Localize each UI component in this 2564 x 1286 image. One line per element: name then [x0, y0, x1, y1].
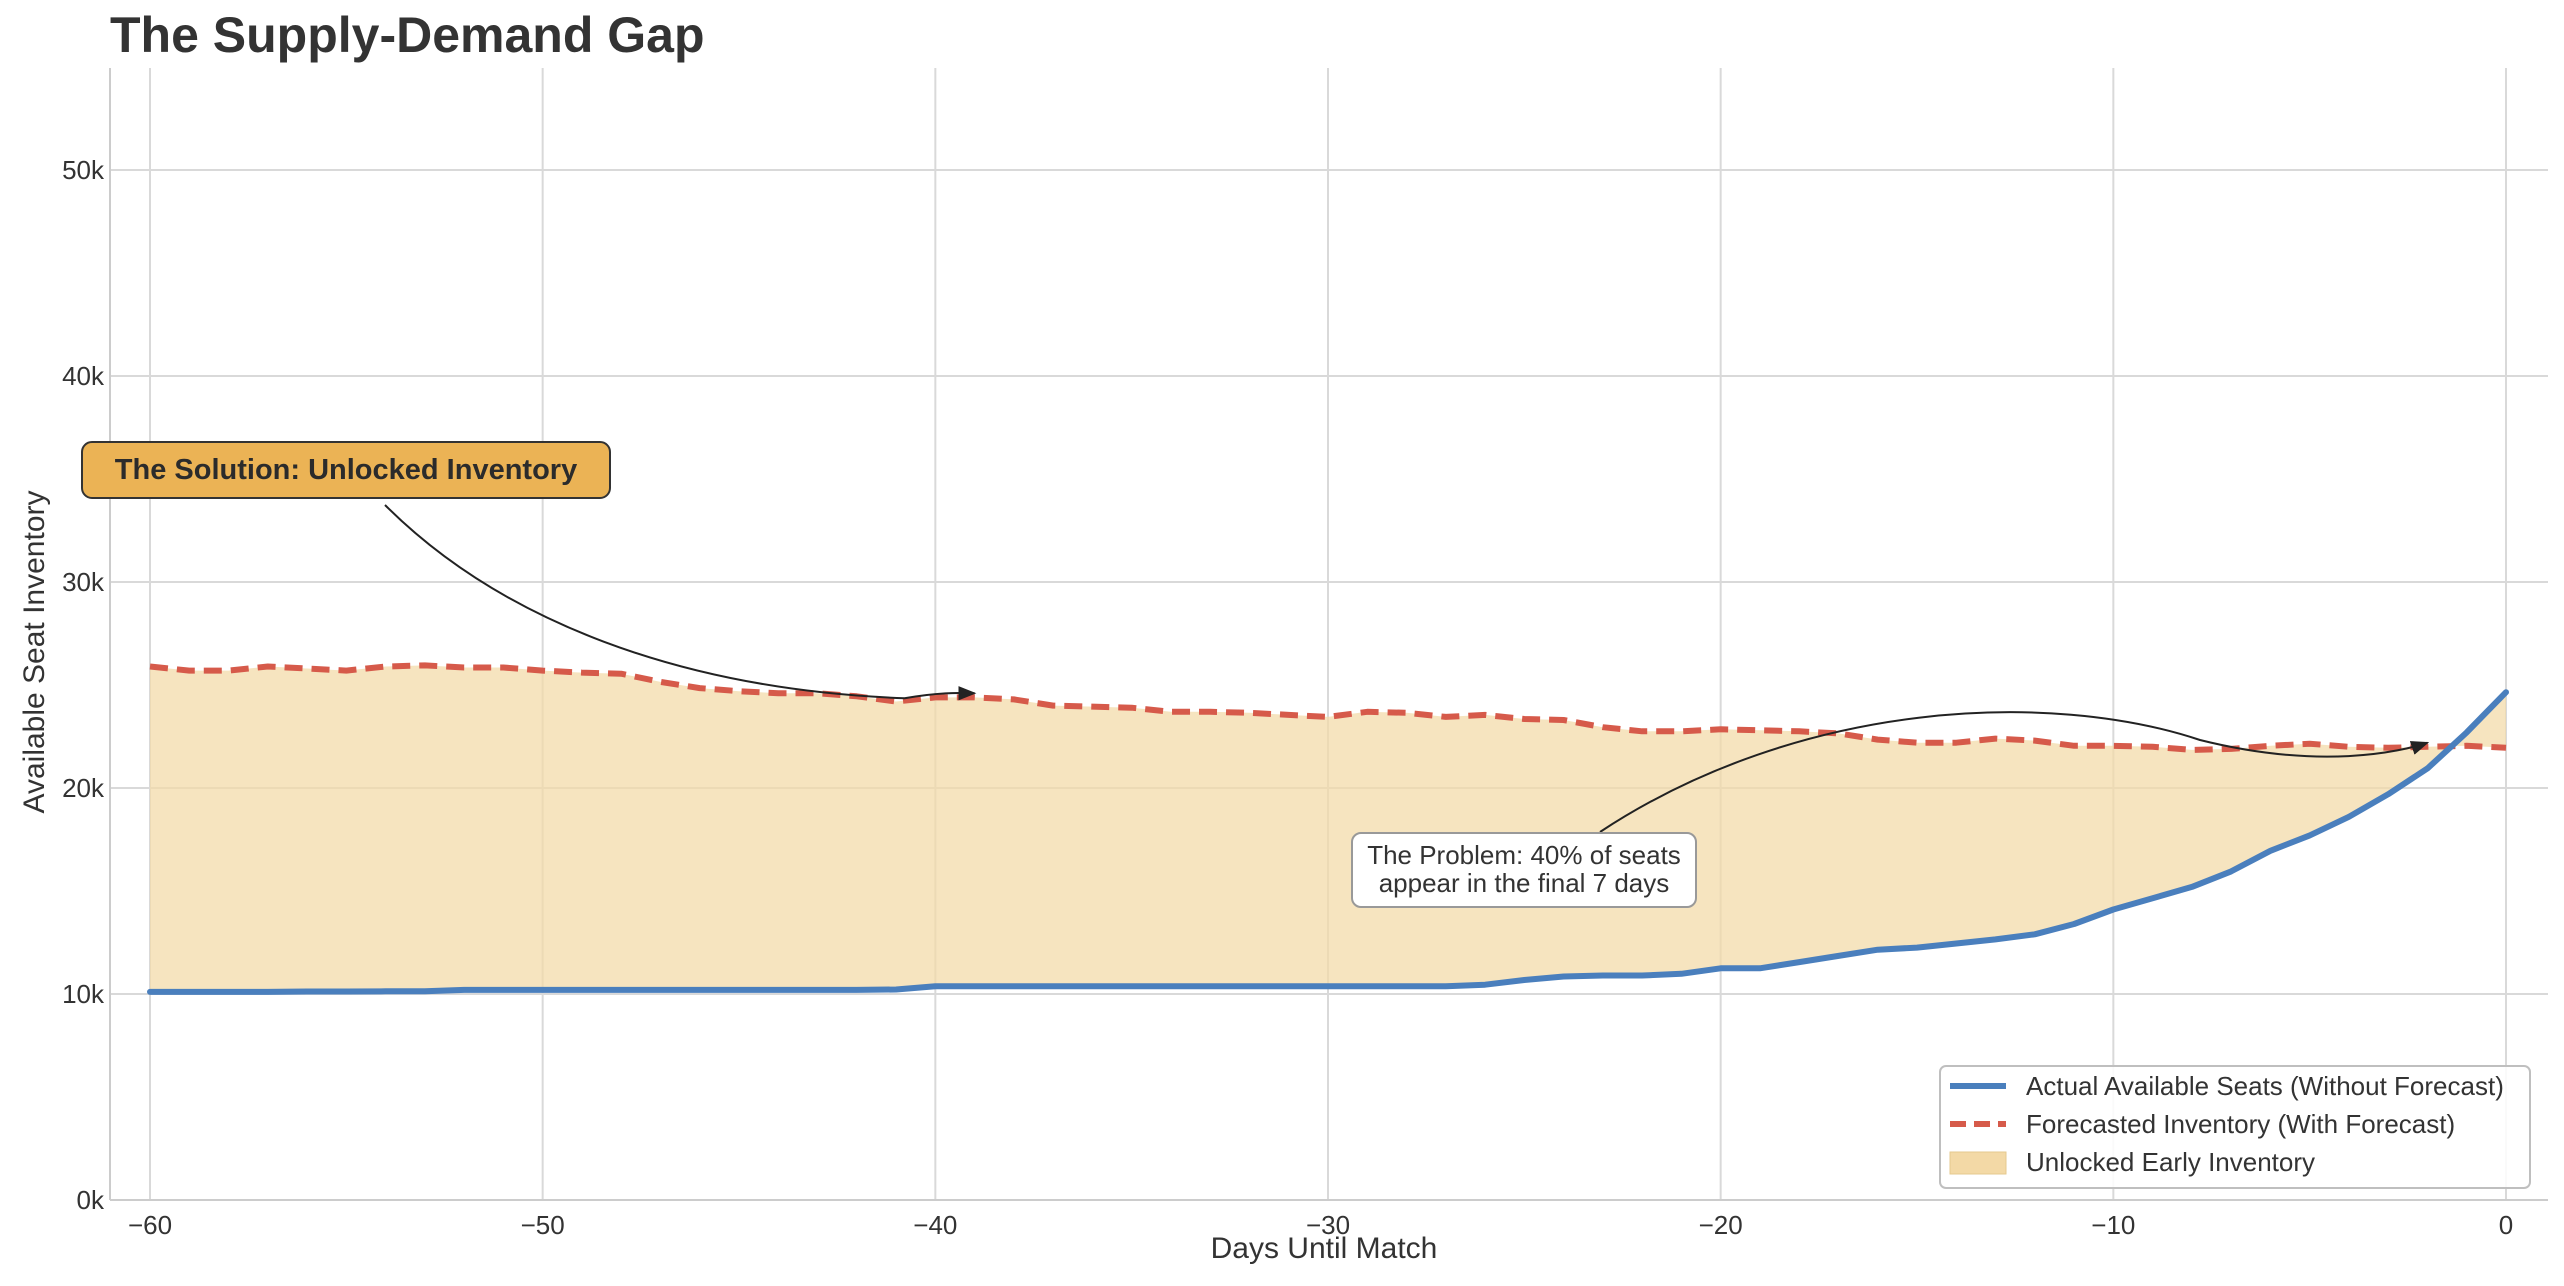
y-tick-label: 0k — [77, 1185, 105, 1215]
x-tick-label: −30 — [1306, 1210, 1350, 1240]
solution-box — [81, 441, 611, 499]
unlocked-inventory-fill — [150, 665, 2506, 992]
fill-layer — [150, 665, 2506, 992]
y-tick-label: 20k — [62, 773, 105, 803]
actual-seats-line — [147, 689, 2509, 995]
y-axis-label: Available Seat Inventory — [18, 491, 51, 814]
problem-label-line1: The Problem: 40% of seats — [1367, 840, 1681, 870]
x-tick-label: 0 — [2499, 1210, 2513, 1240]
x-tick-label: −10 — [2091, 1210, 2135, 1240]
solution-label: The Solution: Unlocked Inventory — [115, 454, 577, 486]
forecast-inventory-line — [149, 662, 2507, 753]
solution-arrow — [384, 504, 977, 701]
solution-annotation: The Solution: Unlocked Inventory — [81, 441, 977, 701]
legend-label-actual: Actual Available Seats (Without Forecast… — [2026, 1071, 2504, 1101]
y-tick-label: 50k — [62, 155, 105, 185]
legend-label-forecast: Forecasted Inventory (With Forecast) — [2026, 1109, 2455, 1139]
x-tick-label: −20 — [1699, 1210, 1743, 1240]
x-tick-label: −40 — [913, 1210, 957, 1240]
problem-annotation: The Problem: 40% of seats appear in the … — [1351, 711, 2430, 908]
problem-arrow — [1599, 711, 2430, 833]
x-tick-label: −50 — [521, 1210, 565, 1240]
x-axis-label: Days Until Match — [1211, 1232, 1438, 1265]
legend-frame — [1939, 1065, 2531, 1189]
y-tick-label: 10k — [62, 979, 105, 1009]
axes — [109, 68, 2548, 1201]
problem-label-line2: appear in the final 7 days — [1379, 868, 1670, 898]
y-tick-label: 40k — [62, 361, 105, 391]
x-tick-label: −60 — [128, 1210, 172, 1240]
series-layer — [147, 662, 2509, 995]
y-tick-label: 30k — [62, 567, 105, 597]
tick-labels: −60 −50 −40 −30 −20 −10 0 0k 10k 20k 30k 40k 50k — [62, 155, 2513, 1240]
problem-box — [1351, 832, 1697, 908]
legend-swatch-fill — [1949, 1151, 2007, 1175]
grid-lines — [110, 68, 2548, 1201]
legend: Actual Available Seats (Without Forecast… — [1939, 1065, 2531, 1189]
legend-label-fill: Unlocked Early Inventory — [2026, 1147, 2315, 1177]
chart-title: The Supply-Demand Gap — [110, 7, 705, 63]
